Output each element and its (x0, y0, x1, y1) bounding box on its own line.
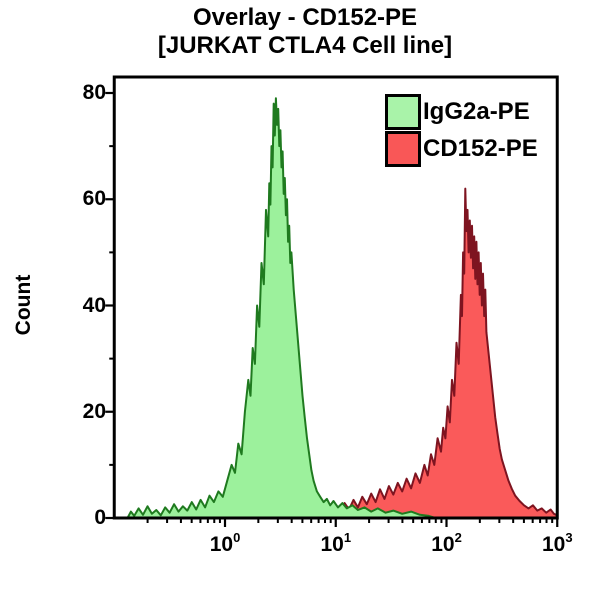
chart-title-line1: Overlay - CD152-PE (192, 4, 418, 31)
x-tick-label: 102 (431, 530, 462, 556)
y-tick-label: 80 (82, 81, 106, 104)
legend-item-cd152-pe: CD152-PE (385, 131, 538, 167)
legend-label: CD152-PE (423, 135, 538, 162)
chart-title-line2: [JURKAT CTLA4 Cell line] (157, 32, 453, 59)
y-tick-label: 60 (82, 187, 106, 211)
legend: IgG2a-PE CD152-PE (385, 94, 538, 169)
y-tick-label: 20 (82, 399, 106, 423)
chart-title: Overlay - CD152-PE [JURKAT CTLA4 Cell li… (10, 4, 600, 60)
y-tick-label: 0 (94, 506, 106, 529)
legend-swatch-red (385, 131, 421, 167)
histogram-area-igg2a-pe (126, 97, 437, 519)
x-tick-label: 101 (320, 530, 352, 556)
histogram-area-cd152-pe (312, 187, 559, 519)
legend-label: IgG2a-PE (423, 98, 530, 125)
x-tick-label: 100 (209, 530, 241, 556)
x-tick-label: 103 (541, 530, 573, 556)
legend-swatch-green (385, 94, 421, 130)
y-tick-label: 40 (82, 293, 106, 317)
legend-item-igg2a-pe: IgG2a-PE (385, 94, 538, 130)
